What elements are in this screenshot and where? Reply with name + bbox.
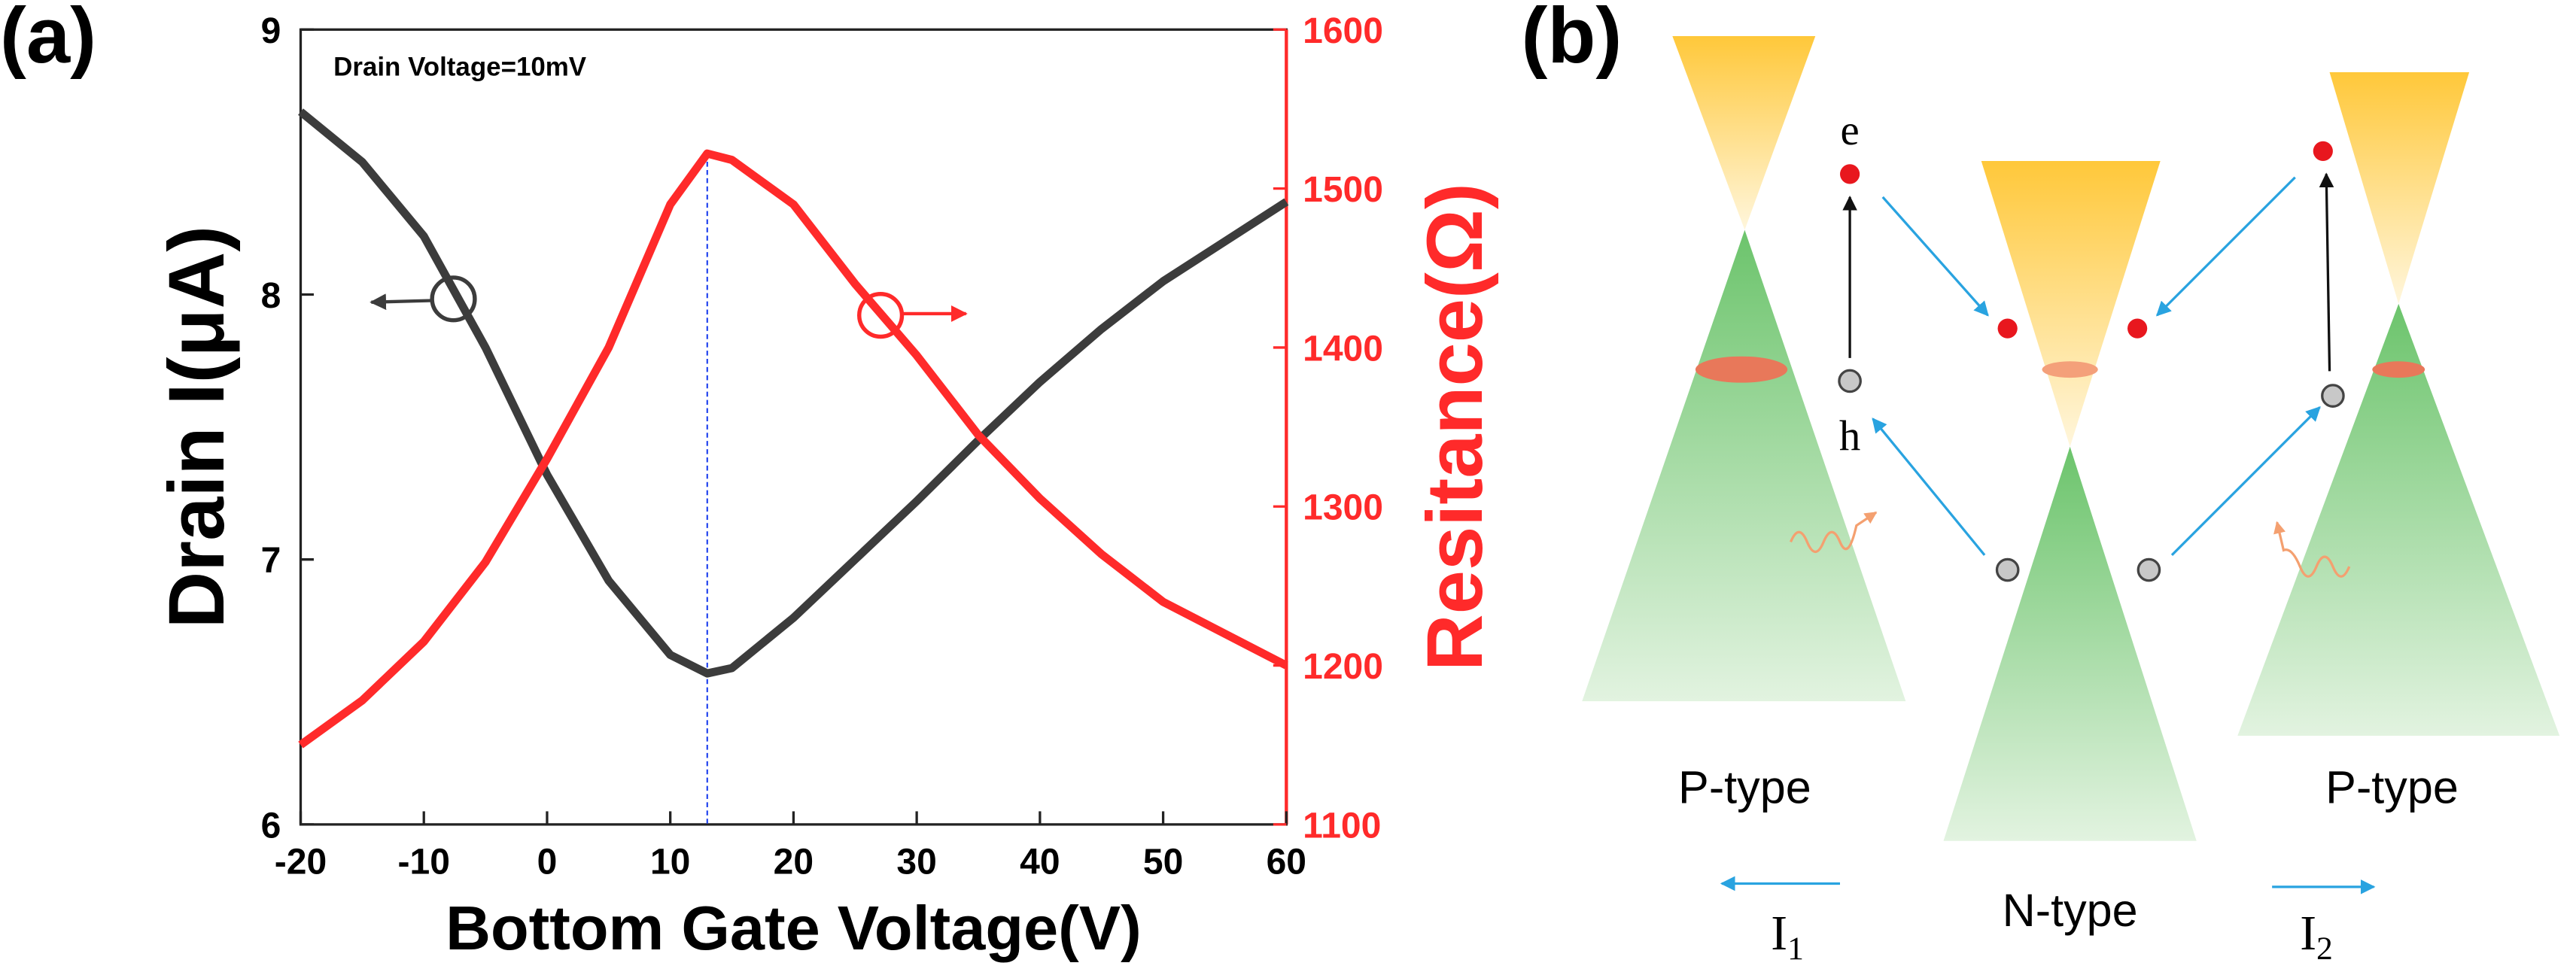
plot-frame xyxy=(299,28,1288,826)
y-tick-label: 7 xyxy=(261,541,281,581)
fermi-level xyxy=(2372,361,2425,378)
annotation: Drain Voltage=10mV xyxy=(333,52,587,81)
y2-tick-label: 1300 xyxy=(1303,488,1383,528)
series-line xyxy=(298,149,1288,749)
conduction-cone xyxy=(2237,303,2560,737)
y2-tick-label: 1200 xyxy=(1303,647,1383,687)
region-label: N-type xyxy=(2003,885,2138,936)
current-label: I1 xyxy=(1771,907,1804,967)
x-tick-label: 50 xyxy=(1143,842,1183,882)
x-tick-label: 10 xyxy=(650,842,690,882)
y-tick-label: 9 xyxy=(261,11,281,51)
hole xyxy=(1995,557,2020,582)
current-subscript: 1 xyxy=(1787,931,1804,967)
transfer-arrow xyxy=(1881,196,1989,317)
x-tick-label: -20 xyxy=(275,842,327,882)
x-tick-label: -10 xyxy=(398,842,450,882)
current-symbol: I xyxy=(1771,907,1787,961)
x-axis-label: Bottom Gate Voltage(V) xyxy=(446,893,1142,963)
panel-label: (a) xyxy=(0,0,96,80)
photon xyxy=(1789,511,1878,554)
transfer-arrow xyxy=(1872,418,1986,556)
hole-label: h xyxy=(1839,412,1860,460)
excitation-arrow xyxy=(2319,172,2334,372)
valence-cone xyxy=(2329,72,2470,304)
y2-tick-label: 1400 xyxy=(1303,329,1383,369)
y2-tick-label: 1100 xyxy=(1303,806,1381,846)
x-tick-label: 20 xyxy=(774,842,814,882)
plot: Drain Voltage=10mV Bottom Gate Voltage(V… xyxy=(153,11,1499,963)
x-tick-label: 60 xyxy=(1267,842,1306,882)
electron xyxy=(2313,141,2333,161)
current-symbol: I xyxy=(2300,907,2316,961)
indicator-arrow xyxy=(370,293,433,311)
valence-cone xyxy=(1981,160,2161,447)
conduction-cone xyxy=(1582,229,1906,702)
y-tick-label: 6 xyxy=(261,806,281,846)
region-label: P-type xyxy=(2325,762,2459,813)
panel-label: (b) xyxy=(1521,0,1622,80)
current-subscript: 2 xyxy=(2316,931,2333,967)
y-tick-label: 8 xyxy=(261,276,281,316)
series-line xyxy=(298,108,1289,678)
fermi-level xyxy=(1695,356,1788,383)
x-tick-label: 40 xyxy=(1020,842,1060,882)
transfer-arrow xyxy=(2170,406,2321,557)
hole xyxy=(2137,557,2161,582)
region-label: P-type xyxy=(1678,762,1811,813)
electron xyxy=(1840,164,1860,184)
current-label: I2 xyxy=(2300,907,2333,967)
electron-label: e xyxy=(1840,107,1859,154)
y2-tick-label: 1500 xyxy=(1303,170,1383,210)
series-indicator xyxy=(430,275,477,323)
hole xyxy=(1838,369,1862,393)
y-axis-label: Drain I(μA) xyxy=(153,226,241,629)
valence-cone xyxy=(1672,36,1816,230)
hole xyxy=(2321,384,2345,408)
electron xyxy=(1997,318,2018,339)
y2-axis-label: Resitance(Ω) xyxy=(1411,183,1499,671)
y2-tick-label: 1600 xyxy=(1303,11,1383,51)
x-tick-label: 30 xyxy=(896,842,936,882)
x-tick-label: 0 xyxy=(537,842,558,882)
electron xyxy=(2127,318,2148,339)
conduction-cone xyxy=(1943,446,2197,841)
photon xyxy=(2273,521,2351,578)
transfer-arrow xyxy=(2155,176,2296,317)
fermi-level xyxy=(2042,361,2098,378)
band-diagram: e h P-type N-type P-type I1 I2 xyxy=(1582,36,2560,967)
